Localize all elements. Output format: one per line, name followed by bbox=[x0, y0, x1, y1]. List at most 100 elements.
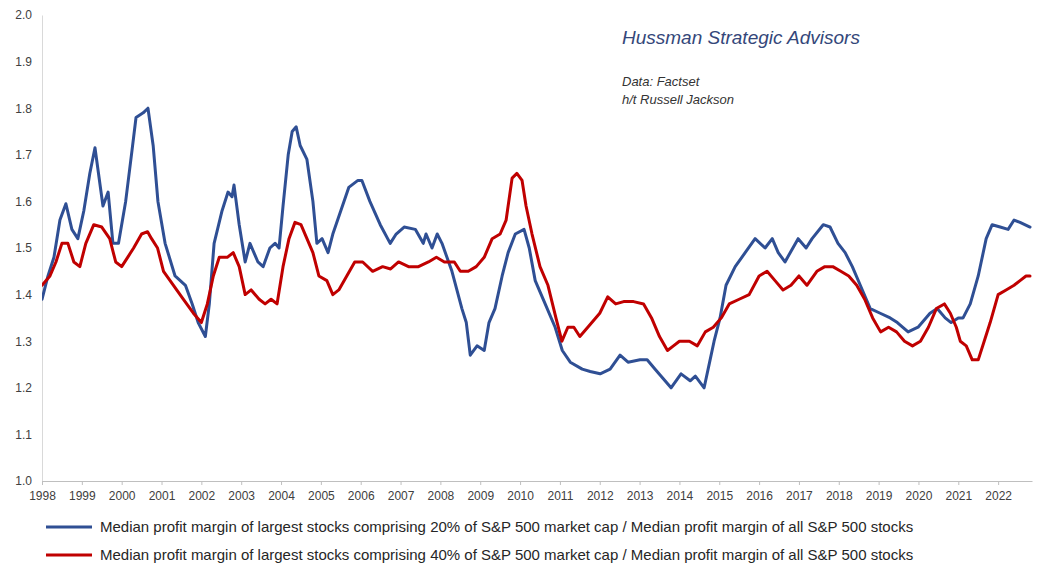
x-tick: 2019 bbox=[866, 481, 893, 503]
y-tick: 1.1 bbox=[15, 428, 42, 442]
x-tick-label: 2012 bbox=[587, 489, 614, 503]
x-tick-label: 2011 bbox=[548, 489, 574, 503]
chart: 1.01.11.21.31.41.51.61.71.81.92.01998199… bbox=[0, 0, 1046, 577]
x-tick: 2021 bbox=[945, 481, 972, 503]
x-tick-mark bbox=[879, 481, 880, 485]
y-tick: 1.8 bbox=[15, 102, 42, 116]
x-tick: 1999 bbox=[69, 481, 96, 503]
y-tick: 1.5 bbox=[15, 241, 42, 255]
legend-swatch bbox=[46, 554, 92, 557]
y-axis-line bbox=[42, 16, 43, 482]
x-tick-label: 2015 bbox=[706, 489, 733, 503]
title: Hussman Strategic Advisors bbox=[622, 27, 860, 48]
x-tick-label: 2008 bbox=[428, 489, 455, 503]
y-tick-label: 1.3 bbox=[15, 335, 32, 349]
x-tick-mark bbox=[759, 481, 760, 485]
x-tick-mark bbox=[799, 481, 800, 485]
x-tick-label: 1999 bbox=[69, 489, 96, 503]
x-tick-mark bbox=[122, 481, 123, 485]
x-tick: 2020 bbox=[906, 481, 933, 503]
x-tick-mark bbox=[679, 481, 680, 485]
x-tick-label: 2019 bbox=[866, 489, 893, 503]
x-tick-label: 2016 bbox=[746, 489, 773, 503]
x-tick-mark bbox=[401, 481, 402, 485]
x-tick-mark bbox=[918, 481, 919, 485]
x-tick-label: 2022 bbox=[985, 489, 1012, 503]
x-tick: 2010 bbox=[507, 481, 534, 503]
y-tick: 2.0 bbox=[15, 8, 42, 22]
y-tick: 1.3 bbox=[15, 335, 42, 349]
y-tick-label: 1.0 bbox=[15, 474, 32, 488]
x-tick: 2001 bbox=[149, 481, 176, 503]
x-tick-mark bbox=[640, 481, 641, 485]
series-line bbox=[42, 173, 1030, 359]
x-tick-mark bbox=[560, 481, 561, 485]
y-tick-label: 1.4 bbox=[15, 288, 32, 302]
x-tick-label: 2004 bbox=[268, 489, 295, 503]
x-tick: 1998 bbox=[29, 481, 56, 503]
y-tick-label: 1.1 bbox=[15, 428, 32, 442]
y-tick-label: 2.0 bbox=[15, 8, 32, 22]
x-tick-label: 2009 bbox=[467, 489, 494, 503]
x-tick-mark bbox=[321, 481, 322, 485]
x-tick-mark bbox=[998, 481, 999, 485]
x-tick: 2011 bbox=[548, 481, 574, 503]
x-tick-mark bbox=[958, 481, 959, 485]
annotation: Data: Factset bbox=[622, 74, 701, 89]
x-tick: 2017 bbox=[786, 481, 813, 503]
x-tick-label: 1998 bbox=[29, 489, 56, 503]
x-tick-label: 2014 bbox=[667, 489, 694, 503]
x-tick-label: 2020 bbox=[906, 489, 933, 503]
x-tick-mark bbox=[440, 481, 441, 485]
x-tick: 2007 bbox=[388, 481, 415, 503]
y-tick-label: 1.5 bbox=[15, 241, 32, 255]
x-tick: 2022 bbox=[985, 481, 1012, 503]
x-tick-mark bbox=[241, 481, 242, 485]
x-tick-label: 2000 bbox=[109, 489, 136, 503]
x-tick-mark bbox=[201, 481, 202, 485]
y-tick: 1.0 bbox=[15, 474, 42, 488]
x-tick: 2000 bbox=[109, 481, 136, 503]
x-tick-mark bbox=[600, 481, 601, 485]
plot-area bbox=[42, 108, 1030, 388]
x-tick: 2009 bbox=[467, 481, 494, 503]
x-tick-label: 2002 bbox=[189, 489, 216, 503]
y-tick: 1.4 bbox=[15, 288, 42, 302]
x-tick-label: 2001 bbox=[149, 489, 176, 503]
x-tick-mark bbox=[162, 481, 163, 485]
x-tick: 2003 bbox=[228, 481, 255, 503]
legend-label: Median profit margin of largest stocks c… bbox=[100, 546, 913, 563]
x-axis: 1998 1999 2000 2001 2002 2003 2004 2005 2006 2007… bbox=[29, 481, 1032, 503]
series-line bbox=[42, 108, 1030, 388]
x-tick: 2004 bbox=[268, 481, 295, 503]
y-axis: 1.0 1.1 1.2 1.3 1.4 1.5 1.6 1.7 1.8 1.9 2.0 bbox=[15, 8, 42, 488]
x-tick: 2018 bbox=[826, 481, 853, 503]
x-tick-mark bbox=[361, 481, 362, 485]
y-tick-label: 1.2 bbox=[15, 381, 32, 395]
x-tick-mark bbox=[520, 481, 521, 485]
legend-label: Median profit margin of largest stocks c… bbox=[100, 518, 913, 535]
x-tick-mark bbox=[839, 481, 840, 485]
x-tick: 2015 bbox=[706, 481, 733, 503]
x-tick: 2016 bbox=[746, 481, 773, 503]
x-tick: 2005 bbox=[308, 481, 335, 503]
x-tick-mark bbox=[480, 481, 481, 485]
x-tick-label: 2006 bbox=[348, 489, 375, 503]
y-tick-label: 1.8 bbox=[15, 102, 32, 116]
y-tick-label: 1.7 bbox=[15, 148, 32, 162]
x-tick-mark bbox=[281, 481, 282, 485]
y-tick: 1.6 bbox=[15, 195, 42, 209]
y-tick-label: 1.9 bbox=[15, 55, 32, 69]
x-tick: 2002 bbox=[189, 481, 216, 503]
x-tick: 2006 bbox=[348, 481, 375, 503]
y-tick: 1.7 bbox=[15, 148, 42, 162]
x-tick: 2013 bbox=[627, 481, 654, 503]
x-tick-label: 2013 bbox=[627, 489, 654, 503]
x-tick-label: 2021 bbox=[945, 489, 972, 503]
x-tick: 2008 bbox=[428, 481, 455, 503]
legend: Median profit margin of largest stocks c… bbox=[46, 518, 913, 563]
legend-swatch bbox=[46, 526, 92, 529]
y-tick-label: 1.6 bbox=[15, 195, 32, 209]
x-tick: 2012 bbox=[587, 481, 614, 503]
x-tick-label: 2010 bbox=[507, 489, 534, 503]
